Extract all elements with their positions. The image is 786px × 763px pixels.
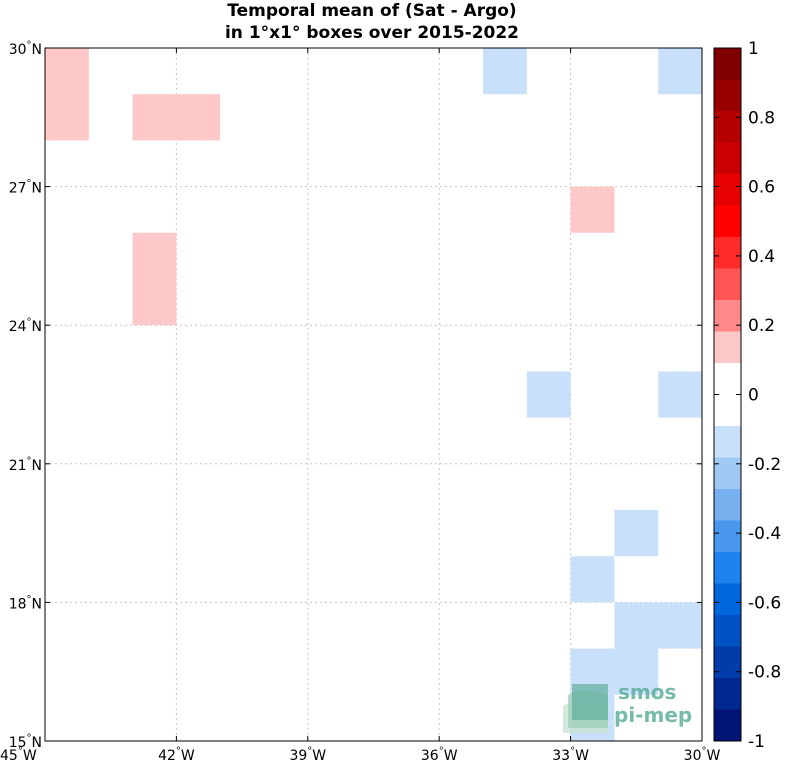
x-tick-label-3: 36°W <box>421 746 458 763</box>
colorbar-tick-label-8: -0.6 <box>748 593 781 613</box>
smos-pi-mep-logo: smos pi-mep <box>563 680 692 733</box>
colorbar-segment-19 <box>714 646 741 679</box>
y-tick-label-2: 21°N <box>9 456 42 474</box>
heatmap-cell-10 <box>614 602 702 649</box>
colorbar-tick-label-0: 1 <box>748 39 759 59</box>
heatmap-cells <box>45 48 702 741</box>
colorbar-segment-2 <box>714 111 741 143</box>
y-tick-label-5: 30°N <box>9 40 42 58</box>
colorbar-segment-5 <box>714 205 741 238</box>
heatmap-cell-4 <box>483 48 527 95</box>
heatmap-cell-0 <box>45 48 89 141</box>
heatmap-cell-5 <box>658 48 702 95</box>
colorbar-segment-17 <box>714 583 741 616</box>
colorbar-tick-label-6: -0.2 <box>748 455 781 475</box>
y-tick-label-1: 18°N <box>9 594 42 612</box>
x-tick-label-0: 45°W <box>0 746 37 763</box>
colorbar-tick-label-9: -0.8 <box>748 663 781 683</box>
heatmap-cell-2 <box>132 232 177 326</box>
colorbar-tick-label-7: -0.4 <box>748 524 781 544</box>
y-tick-label-0: 15°N <box>9 733 42 751</box>
heatmap-cell-7 <box>658 371 702 418</box>
colorbar-segment-9 <box>714 331 741 364</box>
logo-line-smos: smos <box>618 680 676 704</box>
x-tick-label-5: 30°W <box>684 746 721 763</box>
colorbar-segment-14 <box>714 489 741 521</box>
chart-title-line-2: in 1°x1° boxes over 2015-2022 <box>225 23 519 43</box>
x-tick-label-1: 42°W <box>158 746 195 763</box>
colorbar-segment-4 <box>714 174 741 206</box>
axis-ticks: 45°W 42°W 39°W 36°W 33°W 30°W 15°N 18°N 21°N 24°N… <box>0 40 720 763</box>
colorbar-segment-21 <box>714 709 741 742</box>
colorbar-tick-label-5: 0 <box>748 386 759 406</box>
colorbar-tick-label-1: 0.8 <box>748 108 775 128</box>
logo-line-pimep: pi-mep <box>614 703 692 727</box>
x-tick-label-4: 33°W <box>552 746 589 763</box>
colorbar-ticks: 1 0.8 0.6 0.4 0.2 0 -0.2 -0.4 -0.6 -0.8 -1 <box>714 39 781 752</box>
colorbar-segment-10 <box>714 363 741 395</box>
colorbar-tick-label-4: 0.2 <box>748 316 775 336</box>
heatmap-cell-8 <box>614 510 659 557</box>
colorbar-segment-20 <box>714 678 741 710</box>
plot-frame <box>44 47 703 742</box>
colorbar-segment-1 <box>714 79 741 112</box>
colorbar-segment-8 <box>714 300 741 332</box>
colorbar-segment-7 <box>714 268 741 301</box>
heatmap-cell-3 <box>570 186 615 233</box>
colorbar-tick-label-3: 0.4 <box>748 247 775 267</box>
colorbar-segment-13 <box>714 457 741 490</box>
colorbar-segment-12 <box>714 426 741 458</box>
heatmap-cell-9 <box>570 556 615 603</box>
colorbar-segment-6 <box>714 237 741 269</box>
y-tick-label-4: 27°N <box>9 179 42 197</box>
y-tick-label-3: 24°N <box>9 317 42 335</box>
colorbar-segment-11 <box>714 394 741 427</box>
heatmap-cell-6 <box>526 371 571 418</box>
colorbar-segment-15 <box>714 520 741 553</box>
grid-lines <box>45 48 702 741</box>
colorbar-tick-label-2: 0.6 <box>748 178 775 198</box>
chart-title-line-1: Temporal mean of (Sat - Argo) <box>227 1 516 21</box>
colorbar <box>714 48 741 742</box>
x-tick-label-2: 39°W <box>289 746 326 763</box>
colorbar-segment-3 <box>714 142 741 175</box>
colorbar-segment-0 <box>714 48 741 80</box>
heatmap-cell-1 <box>132 94 221 141</box>
colorbar-segment-18 <box>714 615 741 647</box>
colorbar-segment-16 <box>714 552 741 584</box>
colorbar-tick-label-10: -1 <box>748 732 765 752</box>
